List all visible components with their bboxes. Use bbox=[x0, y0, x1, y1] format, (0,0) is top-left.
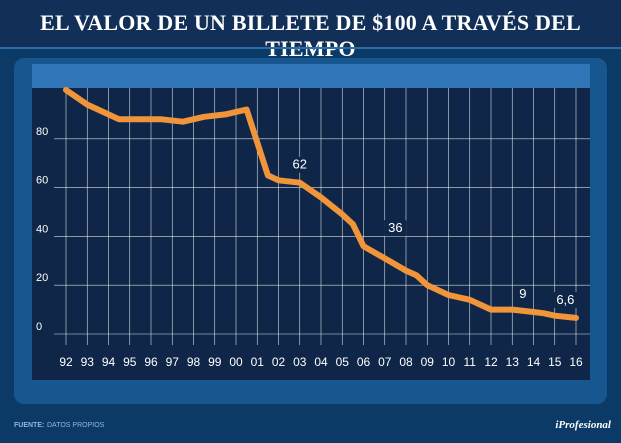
y-tick-label: 80 bbox=[36, 126, 48, 138]
x-tick-label: 98 bbox=[187, 355, 201, 369]
source-label: FUENTE: bbox=[14, 422, 45, 429]
y-tick-label: 20 bbox=[36, 272, 48, 284]
x-tick-label: 07 bbox=[378, 355, 392, 369]
page-title: EL VALOR DE UN BILLETE DE $100 A TRAVÉS … bbox=[40, 10, 581, 61]
x-tick-label: 12 bbox=[484, 355, 498, 369]
data-label: 6,6 bbox=[556, 292, 574, 307]
data-label: 9 bbox=[519, 286, 526, 301]
y-tick-label: 0 bbox=[36, 321, 42, 333]
x-tick-label: 01 bbox=[251, 355, 265, 369]
title-bar: EL VALOR DE UN BILLETE DE $100 A TRAVÉS … bbox=[0, 0, 621, 61]
x-tick-label: 96 bbox=[144, 355, 158, 369]
plot-area bbox=[32, 88, 590, 380]
x-tick-label: 13 bbox=[506, 355, 520, 369]
x-tick-label: 95 bbox=[123, 355, 137, 369]
data-label: 36 bbox=[388, 220, 402, 235]
chart-header-band bbox=[32, 64, 590, 88]
data-label-bg bbox=[288, 156, 311, 173]
x-tick-label: 09 bbox=[421, 355, 435, 369]
x-tick-label: 97 bbox=[166, 355, 180, 369]
x-tick-label: 15 bbox=[548, 355, 562, 369]
source-value: DATOS PROPIOS bbox=[47, 422, 105, 429]
series-line bbox=[63, 87, 579, 321]
x-tick-label: 92 bbox=[59, 355, 73, 369]
data-label-bg bbox=[515, 286, 530, 303]
y-tick-label: 60 bbox=[36, 175, 48, 187]
y-tick-label: 40 bbox=[36, 223, 48, 235]
data-label-bg bbox=[384, 220, 407, 237]
x-tick-label: 14 bbox=[527, 355, 541, 369]
x-tick-label: 08 bbox=[399, 355, 413, 369]
x-tick-label: 11 bbox=[464, 355, 477, 369]
x-tick-label: 06 bbox=[357, 355, 371, 369]
x-tick-label: 05 bbox=[336, 355, 350, 369]
x-tick-label: 99 bbox=[208, 355, 222, 369]
x-tick-label: 00 bbox=[229, 355, 243, 369]
data-label: 62 bbox=[293, 157, 307, 172]
x-tick-label: 04 bbox=[314, 355, 328, 369]
title-divider bbox=[0, 47, 621, 49]
x-tick-label: 16 bbox=[569, 355, 583, 369]
x-tick-label: 03 bbox=[293, 355, 307, 369]
x-tick-label: 02 bbox=[272, 355, 286, 369]
brand-logo: iProfesional bbox=[555, 419, 611, 431]
x-tick-label: 93 bbox=[81, 355, 95, 369]
data-label-bg bbox=[550, 291, 581, 308]
x-tick-label: 10 bbox=[442, 355, 456, 369]
x-tick-label: 94 bbox=[102, 355, 116, 369]
